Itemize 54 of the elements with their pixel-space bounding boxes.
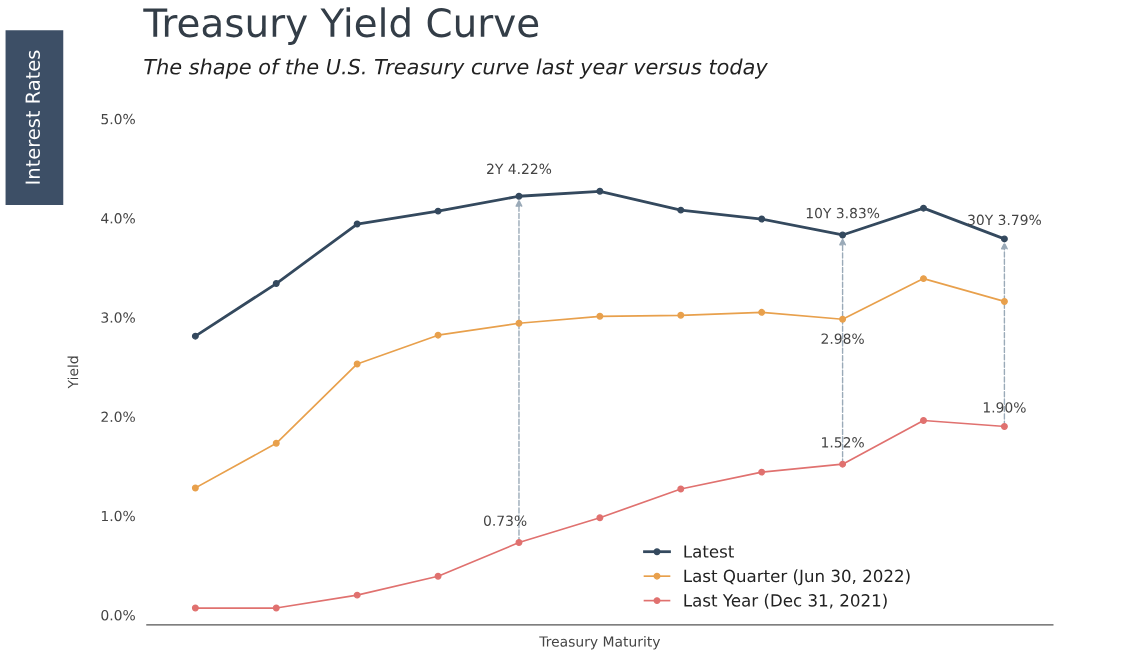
point	[353, 360, 361, 368]
y-tick-label: 2.0%	[101, 411, 135, 423]
point	[272, 604, 280, 612]
point	[515, 192, 523, 200]
chart-subtitle: The shape of the U.S. Treasury curve last year versus today	[144, 58, 768, 79]
annotation: 1.90%	[983, 402, 1026, 413]
point	[677, 485, 685, 493]
annotation: 10Y 3.83%	[806, 207, 880, 219]
legend-label: Last Quarter (Jun 30, 2022)	[684, 569, 910, 586]
point	[272, 280, 280, 288]
y-tick-label: 1.0%	[101, 510, 135, 522]
annotation: 2Y 4.22%	[487, 163, 552, 175]
point	[839, 460, 847, 468]
point	[839, 231, 847, 239]
point	[515, 319, 523, 327]
point	[677, 311, 685, 319]
point	[191, 604, 199, 612]
point	[1000, 422, 1008, 430]
point	[434, 207, 442, 215]
y-axis-title: Yield	[67, 356, 79, 389]
point	[758, 468, 766, 476]
annotation: 30Y 3.79%	[968, 214, 1041, 226]
point	[1000, 297, 1008, 305]
annotation: 1.52%	[822, 437, 864, 448]
point	[920, 204, 927, 212]
point	[434, 331, 442, 339]
point	[920, 275, 927, 283]
point	[191, 484, 199, 492]
legend-label: Latest	[684, 545, 734, 558]
annotation: 2.98%	[821, 333, 864, 344]
legend-label: Last Year (Dec 31, 2021)	[684, 593, 887, 609]
point	[758, 215, 766, 223]
point	[596, 312, 604, 320]
point	[434, 572, 442, 580]
point	[596, 514, 604, 522]
point	[758, 308, 766, 316]
chart-title: Treasury Yield Curve	[143, 7, 539, 45]
point	[353, 220, 361, 228]
y-tick-label: 3.0%	[101, 312, 135, 323]
y-tick-label: 0.0%	[101, 609, 135, 621]
point	[920, 417, 927, 424]
x-axis-title: Treasury Maturity	[539, 636, 661, 650]
point	[515, 539, 523, 547]
y-tick-label: 4.0%	[101, 213, 135, 224]
point	[353, 591, 361, 599]
point	[677, 206, 685, 214]
y-tick-label: 5.0%	[101, 113, 135, 125]
annotation: 0.73%	[483, 515, 527, 526]
text: Interest Rates	[25, 50, 41, 184]
point	[596, 187, 604, 195]
point	[1000, 235, 1008, 243]
point	[191, 332, 199, 340]
point	[839, 315, 847, 323]
point	[272, 439, 280, 447]
